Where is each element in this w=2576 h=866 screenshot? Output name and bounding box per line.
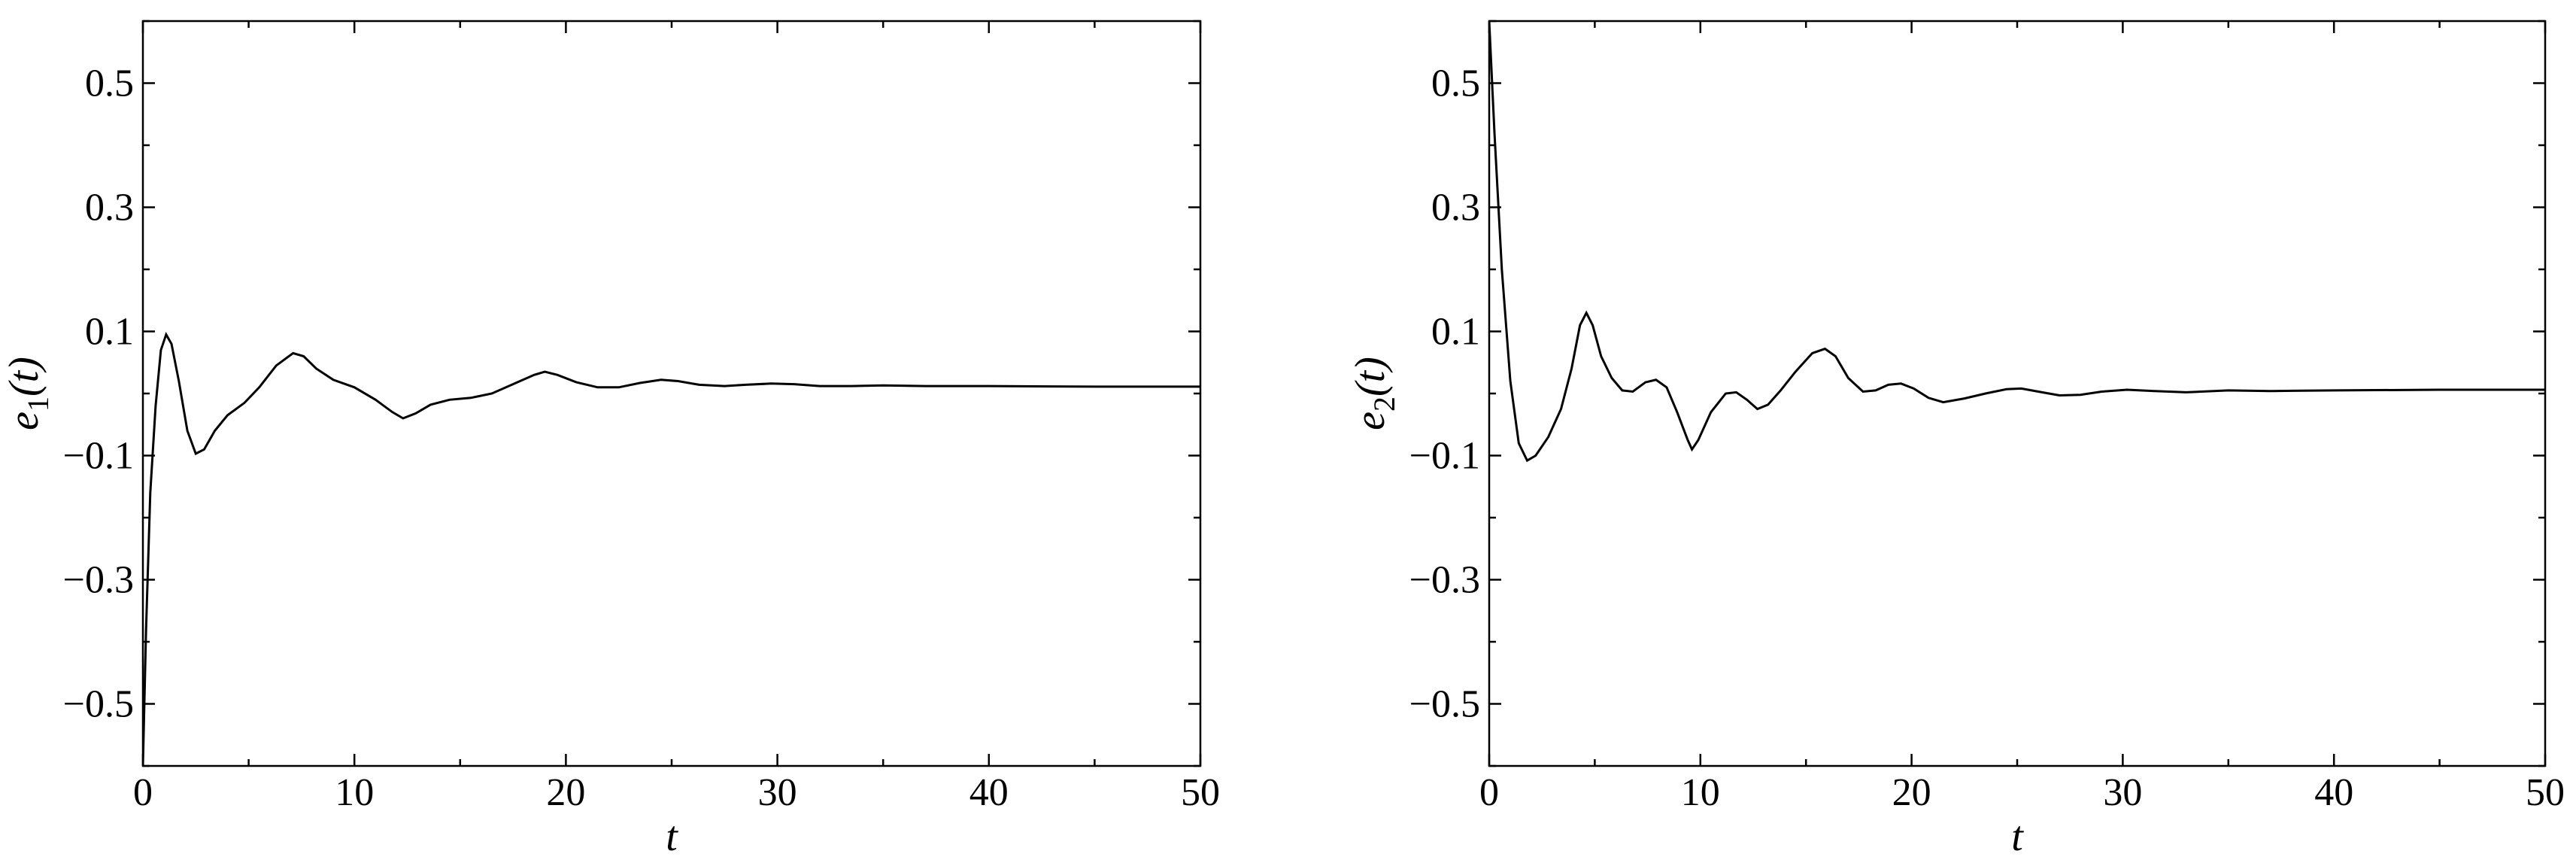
y-tick-label: 0.5: [85, 62, 134, 105]
x-tick-label: 20: [546, 771, 585, 814]
x-tick-label: 50: [1181, 771, 1220, 814]
plot-frame: [1488, 20, 2547, 767]
y-tick-label: −0.3: [63, 559, 134, 602]
chart-panel-e2: 0 10 20 30 40 50 −0.5 −0.3 −0.1 0.1 0.3 0.5 t e2(t): [1347, 20, 2565, 860]
y-tick-label: 0.3: [85, 187, 134, 229]
x-tick-label: 40: [2314, 771, 2353, 814]
y-tick-label: 0.5: [1431, 62, 1480, 105]
series-line-0: [143, 331, 1200, 766]
y-tick-label: 0.1: [85, 311, 134, 354]
y-tick-label: −0.1: [63, 435, 134, 478]
y-axis-title: e2(t): [1347, 357, 1401, 430]
y-tick-label: −0.1: [1409, 435, 1480, 478]
y-tick-label: −0.3: [1409, 559, 1480, 602]
x-tick-label: 0: [1479, 771, 1499, 814]
x-tick-label: 40: [969, 771, 1009, 814]
plot-frame: [141, 20, 1202, 767]
x-axis-title: t: [666, 813, 678, 860]
y-tick-label: 0.1: [1431, 311, 1480, 354]
x-tick-label: 20: [1892, 771, 1931, 814]
x-tick-label: 30: [758, 771, 797, 814]
y-tick-label: −0.5: [1409, 683, 1480, 726]
x-tick-label: 30: [2103, 771, 2142, 814]
x-tick-label: 0: [133, 771, 153, 814]
x-axis-title: t: [2011, 813, 2024, 860]
y-tick-label: 0.3: [1431, 187, 1480, 229]
y-tick-label: −0.5: [63, 683, 134, 726]
y-axis-title: e1(t): [1, 357, 55, 430]
x-tick-label: 50: [2526, 771, 2565, 814]
x-tick-label: 10: [1681, 771, 1720, 814]
series-line-0: [1489, 21, 2545, 463]
chart-panel-e1: 0 10 20 30 40 50 −0.5 −0.3 −0.1 0.1 0.3 0.5 t e1(t): [1, 20, 1220, 860]
x-tick-label: 10: [335, 771, 374, 814]
